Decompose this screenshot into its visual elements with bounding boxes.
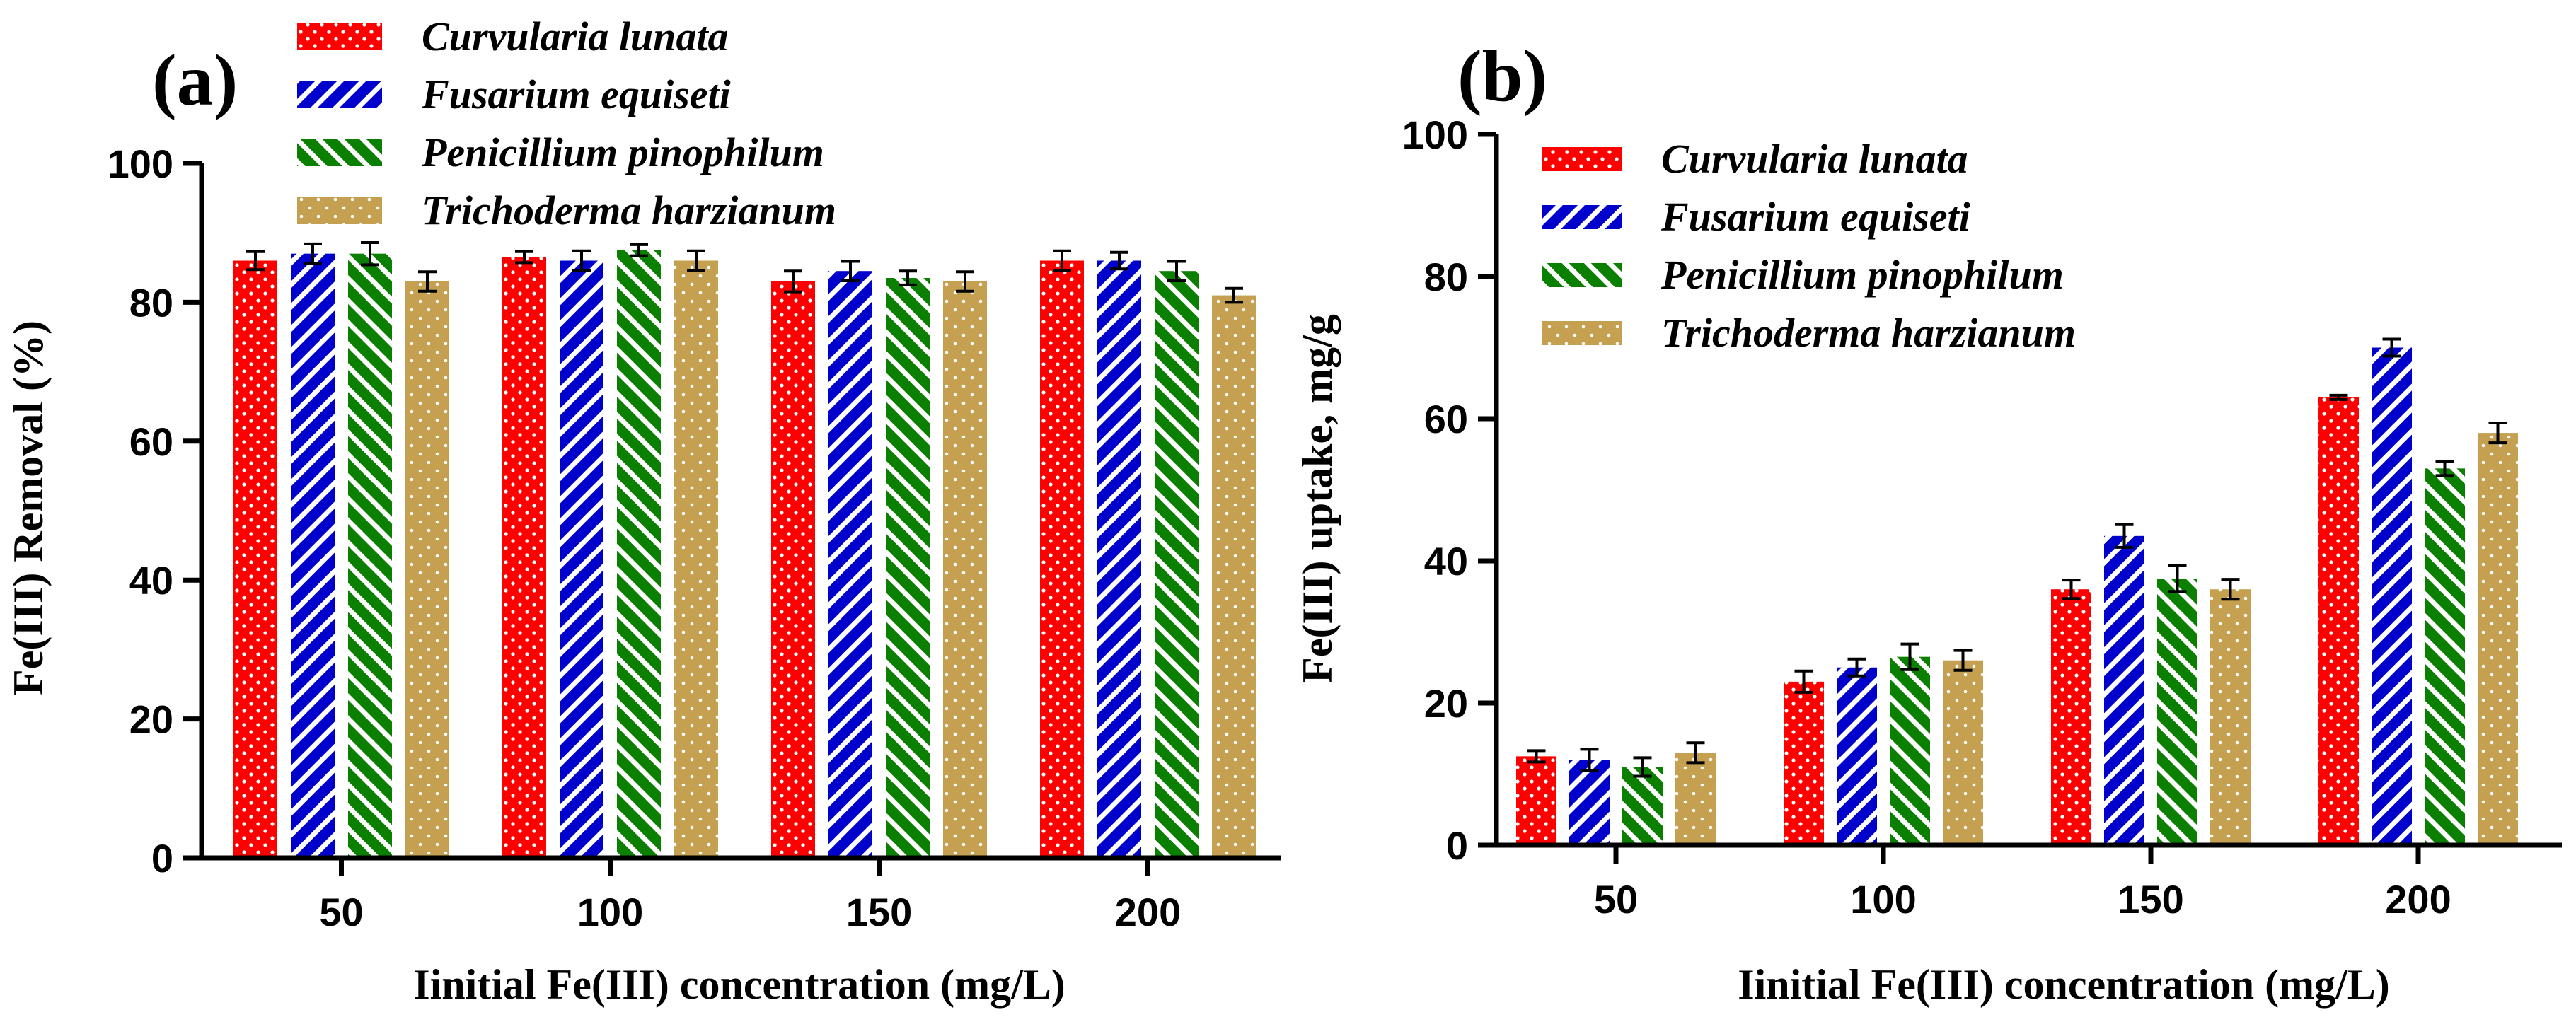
panel-a-bar-penicillium-pinophilum-100 (617, 250, 661, 858)
panel-b-x-tick-label-150: 150 (2118, 877, 2183, 922)
panel-a-legend-label-curvularia-lunata: Curvularia lunata (422, 13, 729, 59)
panel-b-bar-curvularia-lunata-150 (2051, 589, 2091, 845)
panel-b-y-tick-label-40: 40 (1424, 539, 1468, 583)
panel-a-x-tick-label-150: 150 (846, 890, 912, 934)
panel-a-y-tick-label-60: 60 (129, 419, 173, 464)
panel-b-legend-swatch-penicillium-pinophilum (1542, 263, 1622, 287)
panel-b-bar-fusarium-equiseti-150 (2104, 535, 2144, 845)
panel-b-legend-swatch-curvularia-lunata (1542, 147, 1622, 171)
panel-a-bar-curvularia-lunata-200 (1040, 260, 1084, 859)
panel-a-legend-swatch-trichoderma-harzianum (297, 197, 382, 224)
panel-b-bar-fusarium-equiseti-50 (1569, 760, 1610, 845)
panel-a: (a) Curvularia lunata Fusarium equiseti Pe… (5, 13, 1281, 1008)
panel-a-legend-swatch-fusarium-equiseti (297, 81, 382, 108)
panel-b-legend: Curvularia lunata Fusarium equiseti Penici… (1542, 136, 2076, 356)
panel-b-x-axis-title: Iinitial Fe(III) concentration (mg/L) (1738, 961, 2390, 1008)
panel-a-y-tick-label-80: 80 (129, 280, 173, 325)
panel-b-bar-penicillium-pinophilum-100 (1890, 656, 1930, 845)
panel-a-legend-swatch-penicillium-pinophilum (297, 139, 382, 166)
panel-b-y-tick-label-20: 20 (1424, 681, 1468, 726)
panel-a-legend-swatch-curvularia-lunata (297, 23, 382, 50)
panel-b-x-tick-label-100: 100 (1850, 877, 1916, 922)
panel-b-bar-trichoderma-harzianum-200 (2478, 433, 2518, 845)
panel-b-x-tick-label-50: 50 (1594, 877, 1638, 922)
panel-b-bar-curvularia-lunata-200 (2318, 397, 2359, 845)
panel-a-bars (233, 240, 1256, 859)
panel-a-y-tick-label-40: 40 (129, 558, 173, 603)
panel-a-bar-fusarium-equiseti-100 (560, 260, 603, 859)
panel-b-label: (b) (1457, 35, 1547, 117)
panel-a-x-axis-title: Iinitial Fe(III) concentration (mg/L) (413, 961, 1065, 1008)
panel-b-y-tick-label-100: 100 (1402, 112, 1468, 157)
panel-a-x-tick-label-100: 100 (577, 890, 643, 934)
panel-b-bar-fusarium-equiseti-200 (2372, 347, 2412, 845)
panel-a-bar-fusarium-equiseti-150 (828, 271, 872, 859)
panel-a-bar-trichoderma-harzianum-50 (405, 281, 449, 858)
panel-a-y-tick-label-20: 20 (129, 697, 173, 742)
panel-a-x-tick-label-50: 50 (319, 890, 363, 934)
panel-a-bar-penicillium-pinophilum-150 (886, 278, 930, 858)
panel-a-bar-trichoderma-harzianum-100 (674, 260, 718, 859)
panel-a-y-axis-title: Fe(III) Removal (%) (5, 320, 52, 695)
panel-a-bar-trichoderma-harzianum-200 (1212, 295, 1256, 859)
panel-a-legend-label-penicillium-pinophilum: Penicillium pinophilum (421, 129, 824, 175)
panel-a-bar-curvularia-lunata-50 (233, 260, 277, 859)
panel-b-legend-swatch-fusarium-equiseti (1542, 205, 1622, 229)
panel-b-y-tick-label-60: 60 (1424, 397, 1468, 441)
panel-a-bar-penicillium-pinophilum-50 (348, 253, 392, 858)
panel-a-x-tick-label-200: 200 (1115, 890, 1181, 934)
panel-b-bar-penicillium-pinophilum-150 (2157, 579, 2197, 845)
panel-a-y-tick-label-0: 0 (151, 836, 173, 881)
panel-a-label: (a) (152, 40, 238, 121)
panel-a-y-tick-label-100: 100 (108, 141, 173, 186)
panel-a-bar-fusarium-equiseti-50 (291, 253, 335, 858)
panel-b-bar-penicillium-pinophilum-50 (1622, 767, 1663, 845)
panel-b-y-axis-title: Fe(III) uptake, mg/g (1294, 314, 1341, 683)
panel-b-legend-label-curvularia-lunata: Curvularia lunata (1661, 136, 1968, 182)
panel-a-legend-label-fusarium-equiseti: Fusarium equiseti (421, 71, 731, 117)
panel-b-legend-label-fusarium-equiseti: Fusarium equiseti (1660, 194, 1970, 240)
panel-b-bar-penicillium-pinophilum-200 (2425, 468, 2465, 845)
panel-b-bar-fusarium-equiseti-100 (1837, 667, 1877, 845)
panel-b-y-tick-label-0: 0 (1446, 823, 1468, 868)
panel-b: (b) Curvularia lunata Fusarium equiseti Pe… (1294, 35, 2562, 1008)
panel-a-legend: Curvularia lunata Fusarium equiseti Penici… (297, 13, 836, 233)
panel-b-axes: 0 20 40 60 80 100 50 100 150 200 (1402, 112, 2562, 922)
panel-b-bar-curvularia-lunata-50 (1516, 756, 1556, 845)
panel-b-bars (1516, 337, 2518, 845)
panel-b-bar-curvularia-lunata-100 (1784, 681, 1824, 845)
panel-b-bar-trichoderma-harzianum-150 (2210, 589, 2251, 845)
panel-b-legend-swatch-trichoderma-harzianum (1542, 321, 1622, 345)
panel-a-bar-penicillium-pinophilum-200 (1155, 271, 1199, 859)
panel-a-bar-trichoderma-harzianum-150 (943, 281, 987, 858)
panel-a-legend-label-trichoderma-harzianum: Trichoderma harzianum (422, 187, 836, 233)
panel-a-bar-curvularia-lunata-100 (502, 257, 546, 858)
panel-b-legend-label-penicillium-pinophilum: Penicillium pinophilum (1660, 252, 2064, 298)
panel-a-bar-curvularia-lunata-150 (771, 281, 815, 858)
panel-a-axes: 0 20 40 60 80 100 50 100 150 200 (108, 141, 1281, 934)
panel-b-bar-trichoderma-harzianum-100 (1943, 660, 1983, 845)
panel-b-y-tick-label-80: 80 (1424, 255, 1468, 299)
panel-b-bar-trichoderma-harzianum-50 (1675, 753, 1716, 845)
panel-b-legend-label-trichoderma-harzianum: Trichoderma harzianum (1661, 310, 2076, 356)
panel-b-x-tick-label-200: 200 (2385, 877, 2451, 922)
panel-a-bar-fusarium-equiseti-200 (1097, 260, 1141, 859)
